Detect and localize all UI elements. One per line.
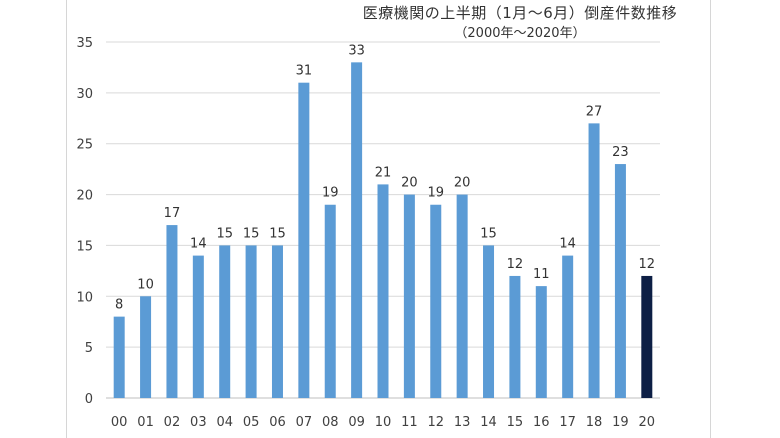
data-label: 19: [322, 186, 339, 201]
bar: [430, 204, 442, 398]
x-tick-label: 13: [454, 415, 471, 430]
bar: [166, 225, 178, 398]
bar: [324, 204, 336, 398]
data-label: 12: [639, 257, 656, 272]
bar: [298, 82, 310, 398]
bar: [140, 296, 152, 398]
bar: [377, 184, 389, 398]
x-tick-label: 12: [427, 415, 444, 430]
data-label: 11: [533, 267, 550, 282]
x-tick-label: 17: [559, 415, 576, 430]
data-label: 33: [348, 43, 365, 58]
bar: [509, 275, 521, 398]
y-tick-label: 30: [76, 87, 93, 102]
x-tick-label: 02: [164, 415, 181, 430]
x-tick-label: 07: [296, 415, 313, 430]
frame-edge-left: [66, 0, 67, 438]
chart-title: 医療機関の上半期（1月～6月）倒産件数推移: [362, 4, 678, 22]
x-tick-label: 10: [375, 415, 392, 430]
data-label: 20: [454, 176, 471, 191]
bar: [535, 286, 547, 398]
bar: [219, 245, 231, 398]
chart-subtitle: （2000年～2020年）: [454, 26, 586, 41]
bar: [192, 255, 204, 398]
bar: [351, 62, 363, 398]
x-tick-label: 09: [348, 415, 365, 430]
bar: [245, 245, 257, 398]
data-label: 31: [296, 64, 313, 79]
y-tick-label: 0: [85, 392, 93, 407]
y-tick-label: 20: [76, 189, 93, 204]
data-label: 17: [164, 206, 181, 221]
x-tick-label: 06: [269, 415, 286, 430]
x-tick-label: 05: [243, 415, 260, 430]
data-label: 10: [137, 277, 154, 292]
x-tick-label: 20: [639, 415, 656, 430]
x-tick-label: 15: [507, 415, 524, 430]
data-label: 15: [216, 226, 233, 241]
bar: [456, 194, 468, 398]
bar: [271, 245, 283, 398]
x-tick-label: 18: [586, 415, 603, 430]
data-label: 14: [559, 237, 576, 252]
data-label: 23: [612, 145, 629, 160]
data-label: 21: [375, 165, 392, 180]
y-tick-label: 10: [76, 290, 93, 305]
x-tick-label: 01: [137, 415, 154, 430]
data-label: 15: [480, 226, 497, 241]
y-tick-label: 25: [76, 138, 93, 153]
data-label: 20: [401, 176, 418, 191]
bar: [483, 245, 495, 398]
x-tick-label: 14: [480, 415, 497, 430]
x-tick-label: 19: [612, 415, 629, 430]
x-tick-label: 16: [533, 415, 550, 430]
bar: [641, 275, 653, 398]
x-tick-label: 04: [216, 415, 233, 430]
bar: [614, 164, 626, 398]
data-label: 27: [586, 104, 603, 119]
y-tick-label: 35: [76, 36, 93, 51]
data-label: 15: [269, 226, 286, 241]
y-tick-label: 15: [76, 239, 93, 254]
data-label: 12: [507, 257, 524, 272]
data-label: 15: [243, 226, 260, 241]
data-label: 19: [427, 186, 444, 201]
y-tick-label: 5: [85, 341, 93, 356]
x-tick-label: 03: [190, 415, 207, 430]
bar: [588, 123, 600, 398]
bar: [562, 255, 574, 398]
x-tick-label: 08: [322, 415, 339, 430]
x-tick-label: 11: [401, 415, 418, 430]
x-tick-label: 00: [111, 415, 128, 430]
data-label: 8: [115, 298, 123, 313]
frame-edge-right: [710, 0, 711, 438]
bar: [113, 316, 125, 398]
data-label: 14: [190, 237, 207, 252]
bar: [403, 194, 415, 398]
